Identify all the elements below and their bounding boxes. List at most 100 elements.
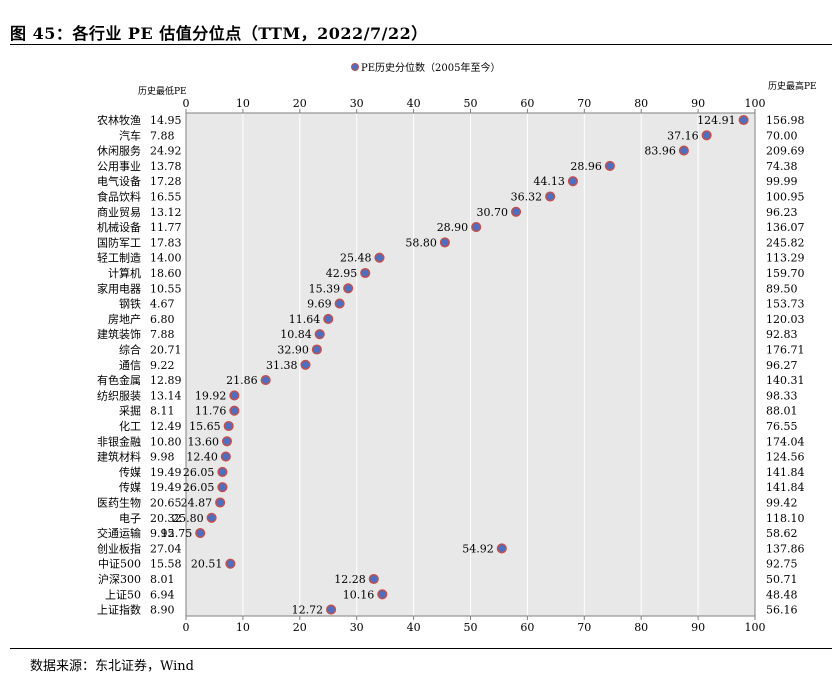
figure-title: 图 45：各行业 PE 估值分位点（TTM，2022/7/22）: [10, 24, 428, 43]
data-label: 10.16: [343, 588, 375, 601]
row-min-pe-label: 14.00: [150, 252, 182, 265]
row-max-pe-label: 48.48: [766, 588, 798, 601]
row-max-pe-label: 209.69: [766, 145, 805, 158]
row-max-pe-label: 245.82: [766, 236, 805, 249]
data-point: [215, 497, 226, 508]
row-min-pe-label: 7.88: [150, 129, 175, 142]
row-min-pe-label: 17.28: [150, 175, 182, 188]
row-name-label: 采掘: [119, 404, 141, 418]
data-label: 25.48: [340, 252, 372, 265]
row-name-label: 商业贸易: [97, 205, 141, 219]
x-tick-label-top: 100: [745, 97, 766, 110]
data-label: 15.39: [309, 282, 341, 295]
row-name-label: 上证50: [105, 588, 141, 601]
x-tick-label-top: 70: [577, 97, 591, 110]
x-tick-label-bottom: 40: [407, 621, 421, 634]
row-min-pe-label: 8.90: [150, 604, 175, 617]
row-min-pe-label: 10.80: [150, 435, 182, 448]
x-tick-label-top: 30: [350, 97, 364, 110]
x-tick-label-top: 90: [691, 97, 705, 110]
data-point: [738, 114, 749, 126]
x-tick-label-bottom: 100: [745, 621, 766, 634]
row-name-label: 创业板指: [97, 541, 141, 555]
data-point: [678, 145, 689, 156]
data-point: [314, 329, 325, 340]
row-min-pe-label: 7.88: [150, 328, 175, 341]
data-label: 11.64: [289, 313, 321, 326]
row-name-label: 国防军工: [97, 235, 141, 249]
row-min-pe-label: 19.49: [150, 481, 182, 494]
row-min-pe-label: 20.65: [150, 497, 182, 510]
data-point: [260, 375, 271, 386]
row-max-pe-label: 92.83: [766, 328, 798, 341]
data-label: 124.91: [697, 114, 736, 127]
row-max-pe-label: 56.16: [766, 604, 798, 617]
row-max-pe-label: 124.56: [766, 451, 805, 464]
x-tick-label-bottom: 60: [520, 621, 534, 634]
data-point: [496, 543, 507, 554]
data-label: 37.16: [667, 129, 699, 142]
row-min-pe-label: 12.49: [150, 420, 182, 433]
row-min-pe-label: 24.92: [150, 145, 182, 158]
row-name-label: 化工: [119, 419, 141, 433]
row-max-pe-label: 89.50: [766, 282, 798, 295]
data-label: 21.86: [226, 374, 258, 387]
x-tick-label-top: 80: [634, 97, 648, 110]
data-label: 12.75: [161, 527, 193, 540]
x-tick-label-top: 20: [293, 97, 307, 110]
row-min-pe-label: 9.22: [150, 359, 175, 372]
row-name-label: 纺织服装: [97, 388, 141, 402]
row-max-pe-label: 137.86: [766, 542, 805, 555]
data-label: 36.32: [511, 191, 543, 204]
row-name-label: 非银金融: [97, 434, 141, 448]
row-name-label: 上证指数: [97, 603, 141, 617]
data-point: [343, 283, 354, 294]
row-max-pe-label: 174.04: [766, 435, 805, 448]
bottom-rule: [10, 648, 832, 649]
top-rule: [10, 44, 832, 45]
x-tick-label-bottom: 80: [634, 621, 648, 634]
row-min-pe-label: 4.67: [150, 298, 175, 311]
row-name-label: 建筑材料: [97, 450, 141, 464]
row-name-label: 电子: [119, 512, 141, 525]
row-min-pe-label: 13.78: [150, 160, 182, 173]
data-point: [471, 222, 482, 233]
data-point: [229, 390, 240, 401]
row-min-pe-label: 12.89: [150, 374, 182, 387]
row-max-pe-label: 118.10: [766, 512, 805, 525]
row-max-pe-label: 92.75: [766, 558, 798, 571]
data-label: 54.92: [462, 542, 494, 555]
data-label: 12.28: [334, 573, 366, 586]
data-label: 42.95: [326, 267, 358, 280]
row-max-pe-label: 140.31: [766, 374, 805, 387]
row-min-pe-label: 8.01: [150, 573, 175, 586]
row-max-pe-label: 153.73: [766, 298, 805, 311]
row-name-label: 公用事业: [97, 160, 141, 173]
row-name-label: 通信: [119, 359, 141, 372]
row-name-label: 传媒: [119, 481, 141, 494]
row-name-label: 电气设备: [97, 174, 141, 188]
x-tick-label-bottom: 50: [464, 621, 478, 634]
data-label: 20.51: [191, 558, 223, 571]
data-point: [567, 176, 578, 187]
row-min-pe-label: 9.98: [150, 451, 175, 464]
data-point: [300, 359, 311, 370]
x-tick-label-top: 50: [464, 97, 478, 110]
row-max-pe-label: 136.07: [766, 221, 805, 234]
data-label: 32.90: [277, 344, 309, 357]
data-label: 31.38: [266, 359, 298, 372]
data-point: [510, 206, 522, 217]
data-point: [217, 482, 228, 493]
row-name-label: 钢铁: [119, 298, 141, 311]
row-min-pe-label: 13.14: [150, 389, 182, 402]
data-point: [368, 573, 379, 585]
row-name-label: 有色金属: [97, 373, 141, 387]
row-max-pe-label: 176.71: [766, 344, 805, 357]
data-label: 26.05: [183, 466, 215, 479]
left-column-header: 历史最低PE: [138, 85, 187, 97]
row-min-pe-label: 27.04: [150, 542, 182, 555]
row-min-pe-label: 6.80: [150, 313, 175, 326]
x-tick-label-bottom: 20: [293, 621, 307, 634]
data-label: 12.40: [186, 451, 218, 464]
x-tick-label-bottom: 90: [691, 621, 705, 634]
